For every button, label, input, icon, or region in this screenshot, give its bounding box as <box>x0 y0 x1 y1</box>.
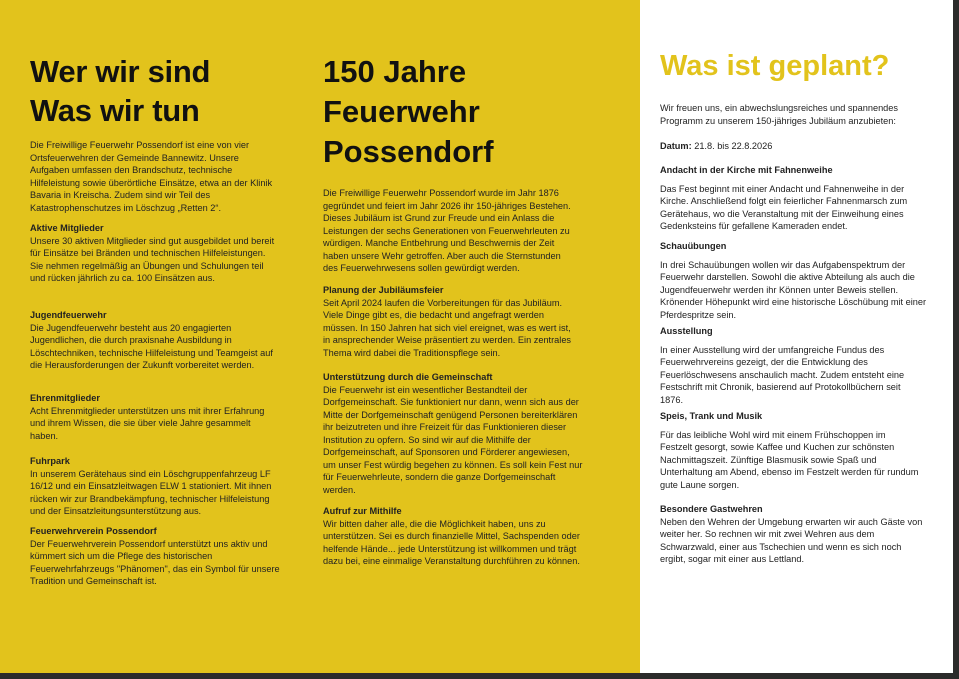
title-line: Possendorf <box>323 134 494 169</box>
section-fuhrpark: Fuhrpark In unserem Gerätehaus sind ein L… <box>30 455 285 518</box>
col3-intro: Wir freuen uns, ein abwechslungsreiches … <box>660 103 899 126</box>
date-label: Datum: <box>660 141 692 151</box>
section-text: Wir bitten daher alle, die die Möglichke… <box>323 518 580 567</box>
section-text: Die Jugendfeuerwehr besteht aus 20 engag… <box>30 322 273 371</box>
section-text: Acht Ehrenmitglieder unterstützen uns mi… <box>30 405 265 441</box>
section-text: Der Feuerwehrverein Possendorf unterstüt… <box>30 538 280 587</box>
col2-intro: Die Freiwillige Feuerwehr Possendorf wur… <box>323 188 571 273</box>
section-speis: Speis, Trank und Musik Für das leibliche … <box>660 410 920 491</box>
section-text: In einer Ausstellung wird der umfangreic… <box>660 344 905 405</box>
section-title: Andacht in der Kirche mit Fahnenweihe <box>660 165 833 175</box>
section-title: Besondere Gastwehren <box>660 504 763 514</box>
section-gemeinschaft: Unterstützung durch die Gemeinschaft Die … <box>323 371 583 496</box>
section-title: Aktive Mitglieder <box>30 223 104 233</box>
section-text: Seit April 2024 laufen die Vorbereitunge… <box>323 297 572 358</box>
section-title: Feuerwehrverein Possendorf <box>30 526 157 536</box>
section-text: Unsere 30 aktiven Mitglieder sind gut au… <box>30 235 275 284</box>
section-text: Das Fest beginnt mit einer Andacht und F… <box>660 183 908 232</box>
section-gastwehren: Besondere Gastwehren Neben den Wehren der… <box>660 503 925 566</box>
section-schau: Schauübungen In drei Schauübungen wollen … <box>660 240 928 321</box>
section-ehren: Ehrenmitglieder Acht Ehrenmitglieder unte… <box>30 392 270 442</box>
section-title: Jugendfeuerwehr <box>30 310 107 320</box>
title-line: Wer wir sind <box>30 54 211 89</box>
section-title: Fuhrpark <box>30 456 70 466</box>
section-andacht: Andacht in der Kirche mit Fahnenweihe Das… <box>660 164 925 233</box>
section-text: Die Feuerwehr ist ein wesentlicher Besta… <box>323 384 583 495</box>
title-line: Feuerwehr <box>323 94 480 129</box>
section-title: Unterstützung durch die Gemeinschaft <box>323 372 493 382</box>
section-title: Schauübungen <box>660 241 727 251</box>
date-value: 21.8. bis 22.8.2026 <box>691 141 773 151</box>
col1-intro: Die Freiwillige Feuerwehr Possendorf ist… <box>30 140 273 213</box>
col2-title: 150 Jahre Feuerwehr Possendorf <box>323 52 494 172</box>
section-text: Neben den Wehren der Umgebung erwarten w… <box>660 516 923 565</box>
section-ausstellung: Ausstellung In einer Ausstellung wird der… <box>660 325 925 406</box>
section-title: Ausstellung <box>660 326 713 336</box>
section-title: Planung der Jubiläumsfeier <box>323 285 444 295</box>
section-aktive: Aktive Mitglieder Unsere 30 aktiven Mitgl… <box>30 222 280 285</box>
section-aufruf: Aufruf zur Mithilfe Wir bitten daher alle… <box>323 505 583 568</box>
col1-title: Wer wir sind Was wir tun <box>30 52 210 130</box>
title-line: 150 Jahre <box>323 54 467 89</box>
section-title: Speis, Trank und Musik <box>660 411 763 421</box>
section-text: In drei Schauübungen wollen wir das Aufg… <box>660 259 927 320</box>
yellow-panel <box>0 0 640 673</box>
section-planung: Planung der Jubiläumsfeier Seit April 202… <box>323 284 578 359</box>
section-title: Ehrenmitglieder <box>30 393 100 403</box>
col3-title: Was ist geplant? <box>660 50 890 82</box>
section-title: Aufruf zur Mithilfe <box>323 506 402 516</box>
section-text: In unserem Gerätehaus sind ein Löschgrup… <box>30 468 272 517</box>
section-text: Für das leibliche Wohl wird mit einem Fr… <box>660 429 919 490</box>
section-jugend: Jugendfeuerwehr Die Jugendfeuerwehr beste… <box>30 309 285 372</box>
section-verein: Feuerwehrverein Possendorf Der Feuerwehrv… <box>30 525 280 588</box>
title-line: Was wir tun <box>30 93 200 128</box>
event-date: Datum: 21.8. bis 22.8.2026 <box>660 140 920 153</box>
